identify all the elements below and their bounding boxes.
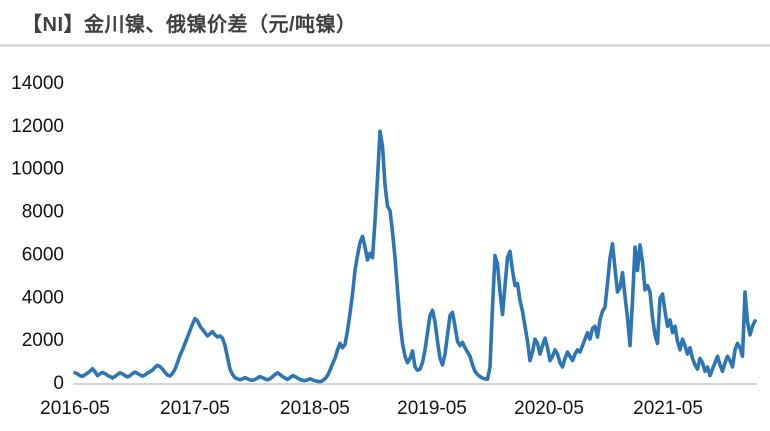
x-axis-tick-label: 2017-05	[160, 398, 230, 419]
y-axis-tick-label: 8000	[22, 202, 64, 223]
y-axis-tick-label: 14000	[11, 73, 64, 94]
x-axis-tick-label: 2016-05	[40, 398, 110, 419]
y-axis-tick-label: 4000	[22, 287, 64, 308]
chart-title: 【NI】金川镍、俄镍价差（元/吨镍）	[22, 14, 357, 36]
title-divider	[0, 44, 770, 47]
x-axis-tick-label: 2019-05	[397, 398, 467, 419]
x-axis-tick-label: 2018-05	[280, 398, 350, 419]
x-axis-tick-label: 2021-05	[633, 398, 703, 419]
price-spread-line	[73, 129, 757, 384]
x-axis-tick-label: 2020-05	[514, 398, 584, 419]
y-axis-tick-label: 6000	[22, 244, 64, 265]
y-axis-tick-label: 10000	[11, 159, 64, 180]
y-axis-tick-label: 0	[53, 373, 64, 394]
y-axis-tick-label: 2000	[22, 330, 64, 351]
y-axis-tick-label: 12000	[11, 116, 64, 137]
